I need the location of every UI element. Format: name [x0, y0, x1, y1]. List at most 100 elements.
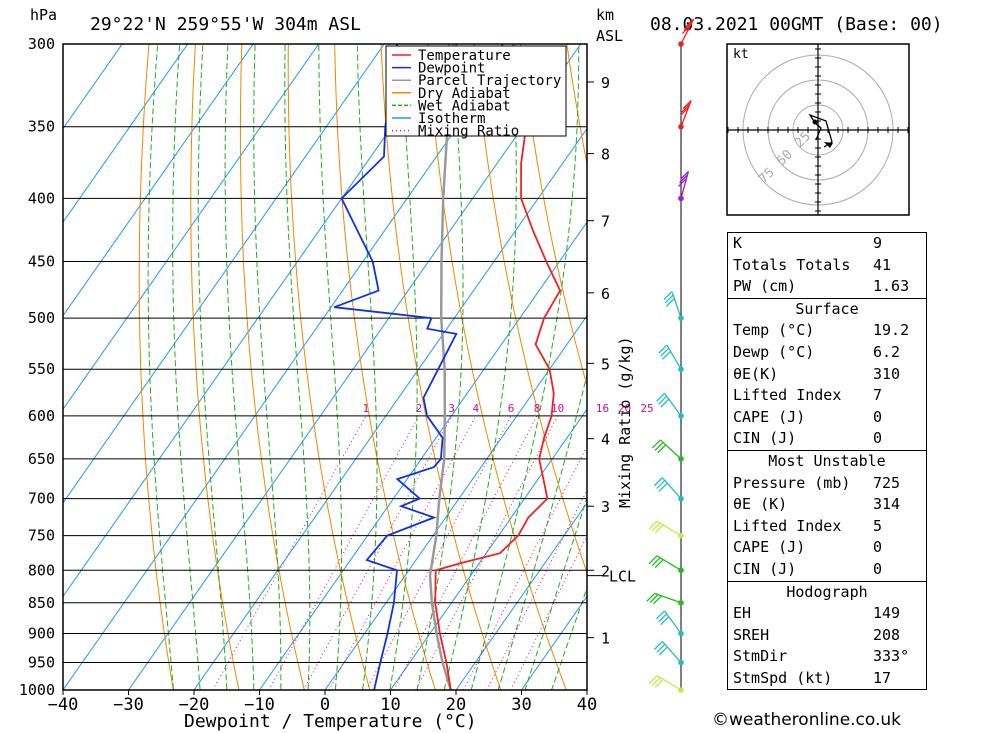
wind-barb-flag [658, 646, 668, 656]
wet-adiabat-line [551, 586, 587, 690]
wet-adiabat-line [318, 44, 342, 690]
index-value: 314 [873, 495, 901, 514]
index-key: Pressure (mb) [733, 473, 851, 492]
wind-barb-shaft [661, 477, 682, 500]
wind-barb-flag [658, 344, 668, 354]
isotherm-line [0, 0, 60, 690]
wind-barb-flag [660, 347, 670, 357]
wind-barb-flag [680, 106, 689, 116]
index-row: Lifted Index 5 [728, 516, 926, 538]
wind-barb-flag [656, 610, 665, 620]
index-row: CIN (J) 0 [728, 559, 926, 581]
wind-barb-flag [653, 595, 662, 605]
index-value: 333° [873, 647, 910, 666]
index-table-hodograph: Hodograph EH 149 SREH 208 StmDir 333° StmSpd (… [727, 580, 927, 691]
mixing-ratio-line [486, 488, 587, 690]
wind-barb-flag [648, 675, 658, 685]
isotherm-line [63, 44, 189, 224]
index-value: 5 [873, 516, 883, 535]
wind-barb-flag [658, 482, 668, 492]
wind-barb-shaft [656, 555, 682, 571]
wind-barb-shaft [666, 344, 682, 370]
mixing-ratio-label: 20 [618, 402, 631, 415]
index-key: CIN (J) [733, 559, 797, 578]
index-row: θE (K) 314 [728, 494, 926, 516]
index-value: 0 [873, 429, 883, 448]
mixing-ratio-label: 25 [640, 402, 653, 415]
index-row: θE(K) 310 [728, 364, 926, 386]
wind-barb-flag [651, 522, 661, 532]
plot-frame [62, 43, 588, 691]
wind-barb-flag [681, 103, 691, 113]
index-row: EH 149 [728, 603, 926, 625]
index-row: StmDir 333° [728, 646, 926, 668]
pressure-tick-label: 350 [28, 118, 55, 136]
mixing-ratio-line [212, 415, 367, 690]
mixing-ratio-label: 6 [508, 402, 515, 415]
dry-adiabat-line [519, 44, 587, 388]
wind-barb-flag [663, 291, 673, 301]
lcl-label: LCL [609, 568, 636, 586]
index-key: K [733, 234, 743, 252]
wind-barb-flag [656, 643, 666, 653]
wind-barb-flag [651, 676, 661, 686]
temperature-line [434, 44, 562, 690]
index-value: 208 [873, 625, 901, 644]
mixing-ratio-axis-title: Mixing Ratio (g/kg) [616, 336, 634, 508]
wind-barb-flag [653, 477, 663, 487]
index-key: Lifted Index [733, 386, 842, 405]
pressure-tick-label: 850 [28, 594, 55, 612]
index-key: PW (cm) [733, 277, 797, 296]
index-row: CAPE (J) 0 [728, 537, 926, 559]
mixing-ratio-label: 1 [363, 402, 370, 415]
wind-barb-flag [657, 444, 667, 454]
x-tick-label: −10 [244, 695, 275, 715]
x-tick-label: 0 [320, 695, 330, 715]
pressure-tick-label: 750 [28, 527, 55, 545]
x-tick-label: −20 [179, 695, 210, 715]
most-unstable-table-title: Most Unstable [768, 451, 886, 470]
wet-adiabat-line [389, 44, 418, 690]
pressure-tick-label: 500 [28, 309, 55, 327]
index-table-surface: Surface Temp (°C) 19.2 Dewp (°C) 6.2 θE(K) 31… [727, 297, 927, 451]
legend-label: Mixing Ratio [418, 124, 519, 140]
km-unit-label: km [596, 6, 614, 24]
legend-label: Isotherm [418, 111, 485, 127]
km-tick-label: 7 [601, 213, 610, 231]
index-key: SREH [733, 625, 770, 644]
x-tick-label: −30 [113, 695, 144, 715]
index-value: 1.63 [873, 277, 910, 296]
index-row: Temp (°C) 19.2 [728, 320, 926, 342]
wet-adiabat-line [497, 372, 587, 690]
index-value: 0 [873, 559, 883, 578]
wind-barb-shaft [663, 610, 682, 634]
km-tick-label: 5 [601, 355, 610, 373]
wind-barb-flag [648, 520, 658, 530]
mixing-ratio-label: 4 [473, 402, 480, 415]
index-value: 310 [873, 364, 901, 383]
legend-label: Dewpoint [418, 61, 485, 77]
footer-credit: ©weatheronline.co.uk [712, 710, 902, 730]
surface-table-title: Surface [795, 299, 859, 318]
km-tick-label: 1 [601, 630, 610, 648]
mixing-ratio-label: 8 [534, 402, 541, 415]
index-row: Dewp (°C) 6.2 [728, 342, 926, 364]
index-key: CAPE (J) [733, 538, 806, 557]
legend-label: Wet Adiabat [418, 98, 511, 114]
legend-label: Dry Adiabat [418, 86, 511, 102]
pressure-tick-label: 550 [28, 360, 55, 378]
wind-barb-flag [651, 439, 661, 449]
index-value: 41 [873, 255, 892, 274]
mixing-ratio-label: 3 [448, 402, 455, 415]
hodograph-marker [812, 119, 818, 125]
pressure-tick-label: 300 [28, 35, 55, 53]
km-tick-label: 2 [601, 562, 610, 580]
index-value: 6.2 [873, 342, 901, 361]
index-key: θE (K) [733, 495, 788, 514]
wind-barb-flag [654, 441, 664, 451]
wet-adiabat-line [524, 495, 587, 690]
hodograph-unit-label: kt [733, 47, 749, 62]
isotherm-line [63, 44, 254, 317]
x-tick-label: 40 [577, 695, 597, 715]
